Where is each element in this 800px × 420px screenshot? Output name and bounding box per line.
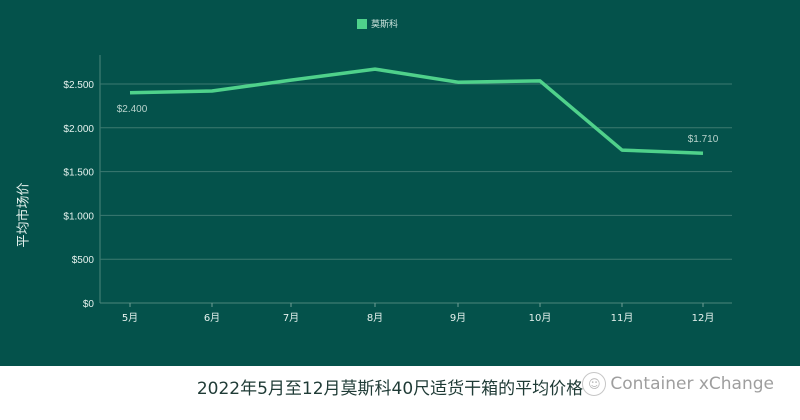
wechat-icon: ☺ [582,372,607,396]
x-tick-label: 7月 [283,312,299,324]
y-tick-label: $2.000 [63,124,94,135]
x-tick-label: 9月 [450,312,466,324]
y-tick-label: $1.000 [63,211,94,222]
caption-text: 2022年5月至12月莫斯科40尺适货干箱的平均价格 [196,379,584,399]
x-tick-label: 8月 [367,312,383,324]
x-tick-label: 10月 [529,312,552,324]
watermark-text: Container xChange [610,374,774,394]
y-tick-label: $2.500 [63,80,94,91]
x-tick-label: 11月 [611,312,634,324]
line-chart: $0 $500 $1.000 $1.500 $2.000 $2.500 5月 6月 7月 8月 9月… [63,55,732,324]
legend-label: 莫斯科 [371,20,399,30]
x-tick-label: 5月 [122,312,138,324]
watermark: ☺ Container xChange [582,372,774,396]
legend-swatch-moscow [357,18,367,29]
data-label: $2.400 [117,104,148,115]
data-label: $1.710 [688,134,719,145]
series-line-moscow [129,67,704,155]
x-tick-label: 12月 [692,312,715,324]
legend: 莫斯科 [357,17,398,30]
chart-panel: 莫斯科 平均市场价 $0 $500 $1.000 $1.500 $2.000 $2.500… [0,0,800,366]
y-tick-label: $0 [83,299,95,310]
chart-caption: 2022年5月至12月莫斯科40尺适货干箱的平均价格 [0,374,800,399]
y-tick-label: $500 [72,255,95,266]
x-tick-label: 6月 [204,312,220,324]
y-tick-label: $1.500 [63,168,94,179]
